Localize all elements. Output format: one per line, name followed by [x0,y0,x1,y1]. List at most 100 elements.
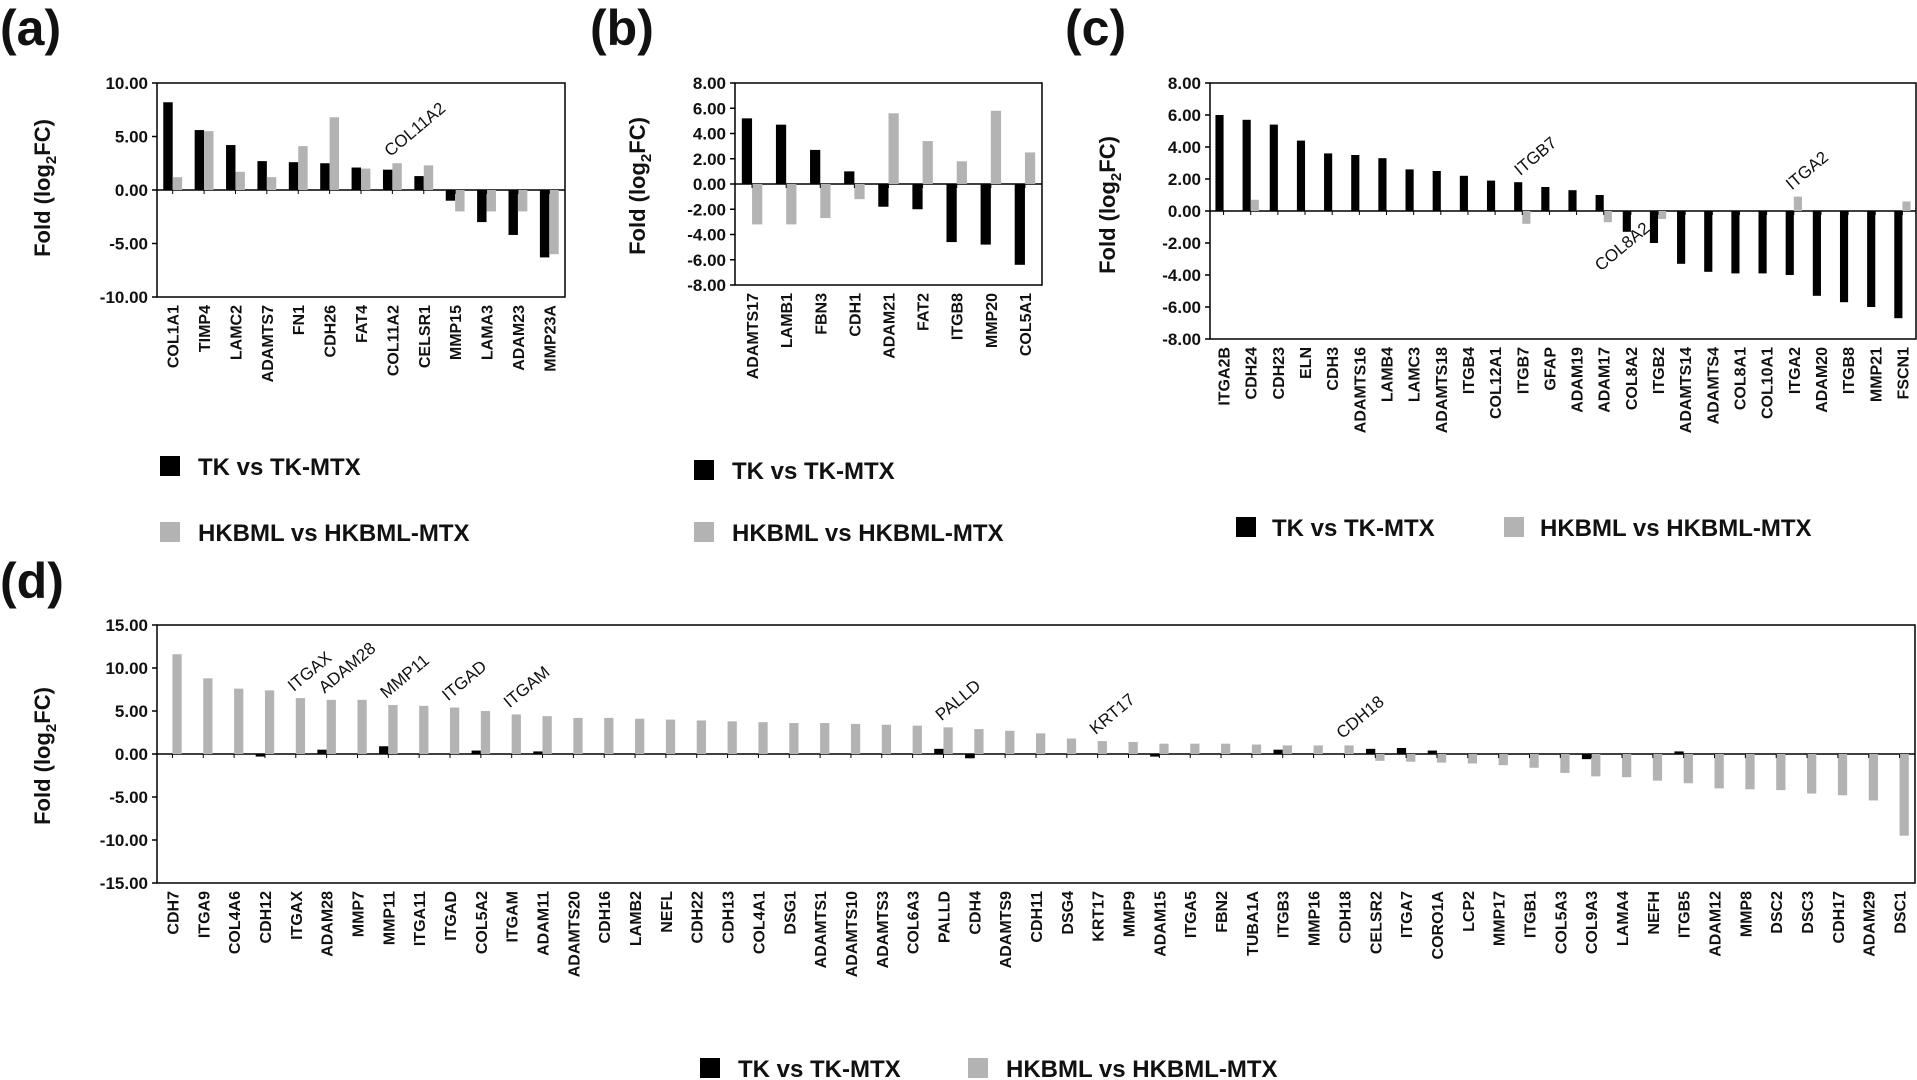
panel-c-category-adamts14: ADAMTS14 [1678,347,1695,433]
panel-a-ytick-label: 0.00 [115,181,148,200]
panel-d-bar-hkbml-adamts20 [573,717,583,754]
panel-c-category-lamc3: LAMC3 [1407,347,1424,402]
panel-d-category-itga5: ITGA5 [1183,891,1200,938]
panel-d-category-adam29: ADAM29 [1862,891,1879,957]
panel-d-category-itga9: ITGA9 [196,891,213,938]
panel-a-legend-hkbml: HKBML vs HKBML-MTX [198,520,470,547]
panel-a-ylabel: Fold (log2FC) [30,119,60,257]
panel-d-category-col4a1: COL4A1 [751,891,768,954]
panel-b-bar-hkbml-cdh1 [854,184,865,200]
panel-d-bar-hkbml-adamts10 [850,723,861,754]
panel-d-category-mmp11: MMP11 [381,891,398,945]
panel-c-annotation-col8a2: COL8A2 [1591,218,1653,274]
panel-d-bar-hkbml-nefh [1652,754,1663,781]
panel-a-category-timp4: TIMP4 [197,305,214,352]
panel-c-bar-tk-adam19 [1568,190,1577,211]
panel-d-bar-tk-adam15 [1150,754,1160,757]
panel-d-category-itga7: ITGA7 [1399,891,1416,938]
panel-d-bar-hkbml-itgb3 [1282,745,1292,754]
panel-d-category-fbn2: FBN2 [1214,891,1231,933]
panel-d-bar-hkbml-lamb2 [635,718,645,754]
panel-d-bar-hkbml-col9a3 [1591,754,1601,777]
panel-d-bar-hkbml-cdh18 [1344,745,1354,754]
panel-d-bar-hkbml-palld [943,727,953,754]
panel-c-bar-tk-gfap [1541,187,1550,211]
panel-b-category-adam21: ADAM21 [882,293,899,359]
panel-a-category-lamc2: LAMC2 [228,305,245,360]
panel-d-ylabel: Fold (log2FC) [30,687,60,825]
panel-c-legend-hkbml: HKBML vs HKBML-MTX [1540,515,1812,542]
panel-d-category-cdh11: CDH11 [1029,891,1046,943]
panel-b-bar-hkbml-adamts17 [752,184,763,225]
panel-d-annotation-itgad: ITGAD [438,657,490,705]
panel-b-bar-hkbml-col5a1 [1024,152,1036,184]
panel-c-bar-tk-cdh24 [1242,119,1251,211]
panel-d-category-itga11: ITGA11 [412,891,429,946]
panel-d-annotation-cdh18: CDH18 [1333,692,1388,742]
panel-a-bar-hkbml-mmp23a [549,190,559,255]
panel-c-bar-hkbml-fscn1 [1902,201,1911,211]
panel-d-bar-hkbml-itga9 [203,678,213,754]
panel-d-category-mmp16: MMP16 [1307,891,1324,946]
panel-d-bar-hkbml-mmp11 [388,704,398,754]
panel-d-bar-hkbml-col4a1 [758,722,768,754]
panel-d-ytick-label: -10.00 [100,831,148,850]
panel-d-bar-hkbml-mmp17 [1498,754,1508,766]
panel-d-category-dsg4: DSG4 [1060,891,1077,935]
panel-d-category-itgax: ITGAX [289,891,306,940]
panel-d-bar-hkbml-cdh22 [696,720,706,754]
panel-d-category-adamts20: ADAMTS20 [566,891,583,977]
panel-d-category-col9a3: COL9A3 [1584,891,1601,954]
panel-d-bar-hkbml-itga11 [419,705,429,754]
panel-d-bar-tk-cdh12 [255,754,265,757]
panel-c-bar-tk-col10a1 [1758,211,1767,274]
panel-a-ytick-label: 5.00 [115,128,148,147]
panel-a-bar-tk-col11a2 [382,169,393,190]
panel-a-category-celsr1: CELSR1 [417,305,434,368]
panel-d-category-adamts10: ADAMTS10 [844,891,861,977]
panel-c-category-lamb4: LAMB4 [1380,347,1397,402]
panel-d-bar-hkbml-itgb5 [1683,754,1693,784]
panel-d-bar-tk-palld [934,748,944,754]
panel-a-bar-tk-mmp23a [539,190,550,258]
panel-d-category-cdh12: CDH12 [258,891,275,944]
panel-c-bar-tk-itgb7 [1514,182,1523,211]
panel-d-ytick-label: -5.00 [109,788,148,807]
panel-d-category-krt17: KRT17 [1091,891,1108,942]
panel-c-ytick-label: 2.00 [1168,170,1201,189]
panel-d-category-palld: PALLD [936,891,953,943]
panel-c-bar-hkbml-itgb2 [1658,211,1667,219]
panel-d-bar-hkbml-mmp7 [357,699,367,754]
panel-d-category-itgb1: ITGB1 [1522,891,1539,938]
panel-b-ytick-label: 0.00 [693,175,726,194]
panel-d-bar-tk-itgb3 [1273,749,1283,754]
panel-a-bar-hkbml-lama3 [486,190,496,212]
panel-a-category-lama3: LAMA3 [480,305,497,360]
panel-d-category-nefl: NEFL [659,891,676,933]
panel-b-bar-hkbml-mmp20 [990,110,1002,184]
panel-d-bar-hkbml-dsg4 [1066,738,1077,754]
panel-d-bar-hkbml-lama4 [1622,754,1632,778]
panel-c-ylabel: Fold (log2FC) [1095,136,1125,274]
panel-a-bar-hkbml-lamc2 [235,171,245,190]
panel-d-bar-hkbml-col4a6 [234,688,244,754]
panel-c-category-col8a1: COL8A1 [1733,347,1750,410]
panel-b-category-itgb8: ITGB8 [950,293,967,340]
panel-b-category-mmp20: MMP20 [984,293,1001,348]
panel-d-bar-hkbml-dsc1 [1899,754,1909,836]
panel-a-bar-hkbml-cdh26 [329,117,340,190]
panel-d-bar-hkbml-itgad [450,707,460,754]
panel-b-category-cdh1: CDH1 [847,293,864,337]
panel-d-bar-tk-col5a2 [471,750,481,754]
panel-c-bar-hkbml-adam17 [1603,211,1612,223]
panel-c-label: (c) [1065,0,1126,56]
panel-b-bar-hkbml-fbn3 [820,184,831,219]
panel-c-category-mmp21: MMP21 [1868,347,1885,402]
panel-d-bar-tk-adam28 [317,749,327,754]
panel-a-ytick-label: -5.00 [109,235,148,254]
panel-d-category-lcp2: LCP2 [1461,891,1478,932]
panel-c: (c) Fold (log2FC) 8.00 6.00 4.00 2.00 0.00 -2… [1065,0,1917,542]
panel-a-category-col11a2: COL11A2 [385,305,402,376]
panel-a-category-adam23: ADAM23 [511,305,528,371]
panel-d-bar-hkbml-itgb1 [1529,754,1539,768]
